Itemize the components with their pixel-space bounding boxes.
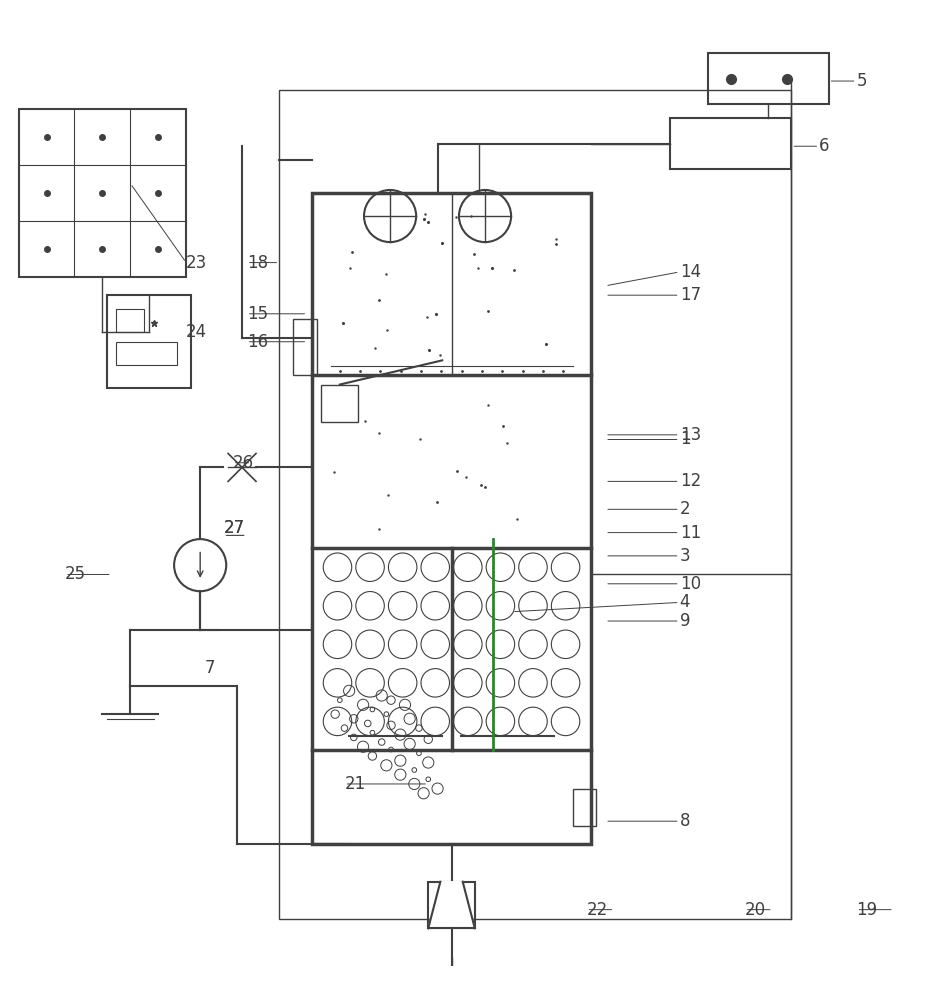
Text: 15: 15 — [247, 305, 268, 323]
Text: 7: 7 — [205, 659, 215, 677]
Text: 20: 20 — [745, 901, 766, 919]
Text: 27: 27 — [223, 519, 245, 537]
Text: 11: 11 — [680, 524, 701, 542]
Text: 17: 17 — [680, 286, 701, 304]
Text: 25: 25 — [65, 565, 87, 583]
Bar — [708, 53, 829, 104]
Text: 1: 1 — [680, 430, 690, 448]
Text: 24: 24 — [186, 323, 208, 341]
Polygon shape — [428, 882, 475, 928]
Text: 8: 8 — [680, 812, 690, 830]
Text: 21: 21 — [344, 775, 366, 793]
Bar — [428, 882, 475, 928]
Bar — [312, 193, 591, 844]
Text: 18: 18 — [247, 254, 268, 272]
Text: 3: 3 — [680, 547, 690, 565]
Text: 16: 16 — [247, 333, 268, 351]
Text: 14: 14 — [680, 263, 701, 281]
Bar — [107, 295, 191, 388]
Text: 19: 19 — [857, 901, 878, 919]
Polygon shape — [433, 975, 470, 1000]
Bar — [279, 90, 791, 919]
Text: 9: 9 — [680, 612, 690, 630]
Text: 27: 27 — [223, 519, 245, 537]
Text: 6: 6 — [819, 137, 830, 155]
Text: 12: 12 — [680, 472, 701, 490]
Text: 2: 2 — [680, 500, 690, 518]
Bar — [670, 118, 791, 169]
Bar — [116, 342, 177, 365]
Bar — [293, 319, 317, 375]
Text: 5: 5 — [857, 72, 867, 90]
Bar — [573, 789, 596, 826]
Text: 26: 26 — [233, 454, 254, 472]
Bar — [321, 385, 358, 422]
Bar — [116, 309, 144, 332]
Text: 4: 4 — [680, 593, 690, 611]
Bar — [19, 109, 186, 277]
Text: 13: 13 — [680, 426, 701, 444]
Text: 23: 23 — [186, 254, 208, 272]
Text: 22: 22 — [587, 901, 608, 919]
Text: 10: 10 — [680, 575, 701, 593]
